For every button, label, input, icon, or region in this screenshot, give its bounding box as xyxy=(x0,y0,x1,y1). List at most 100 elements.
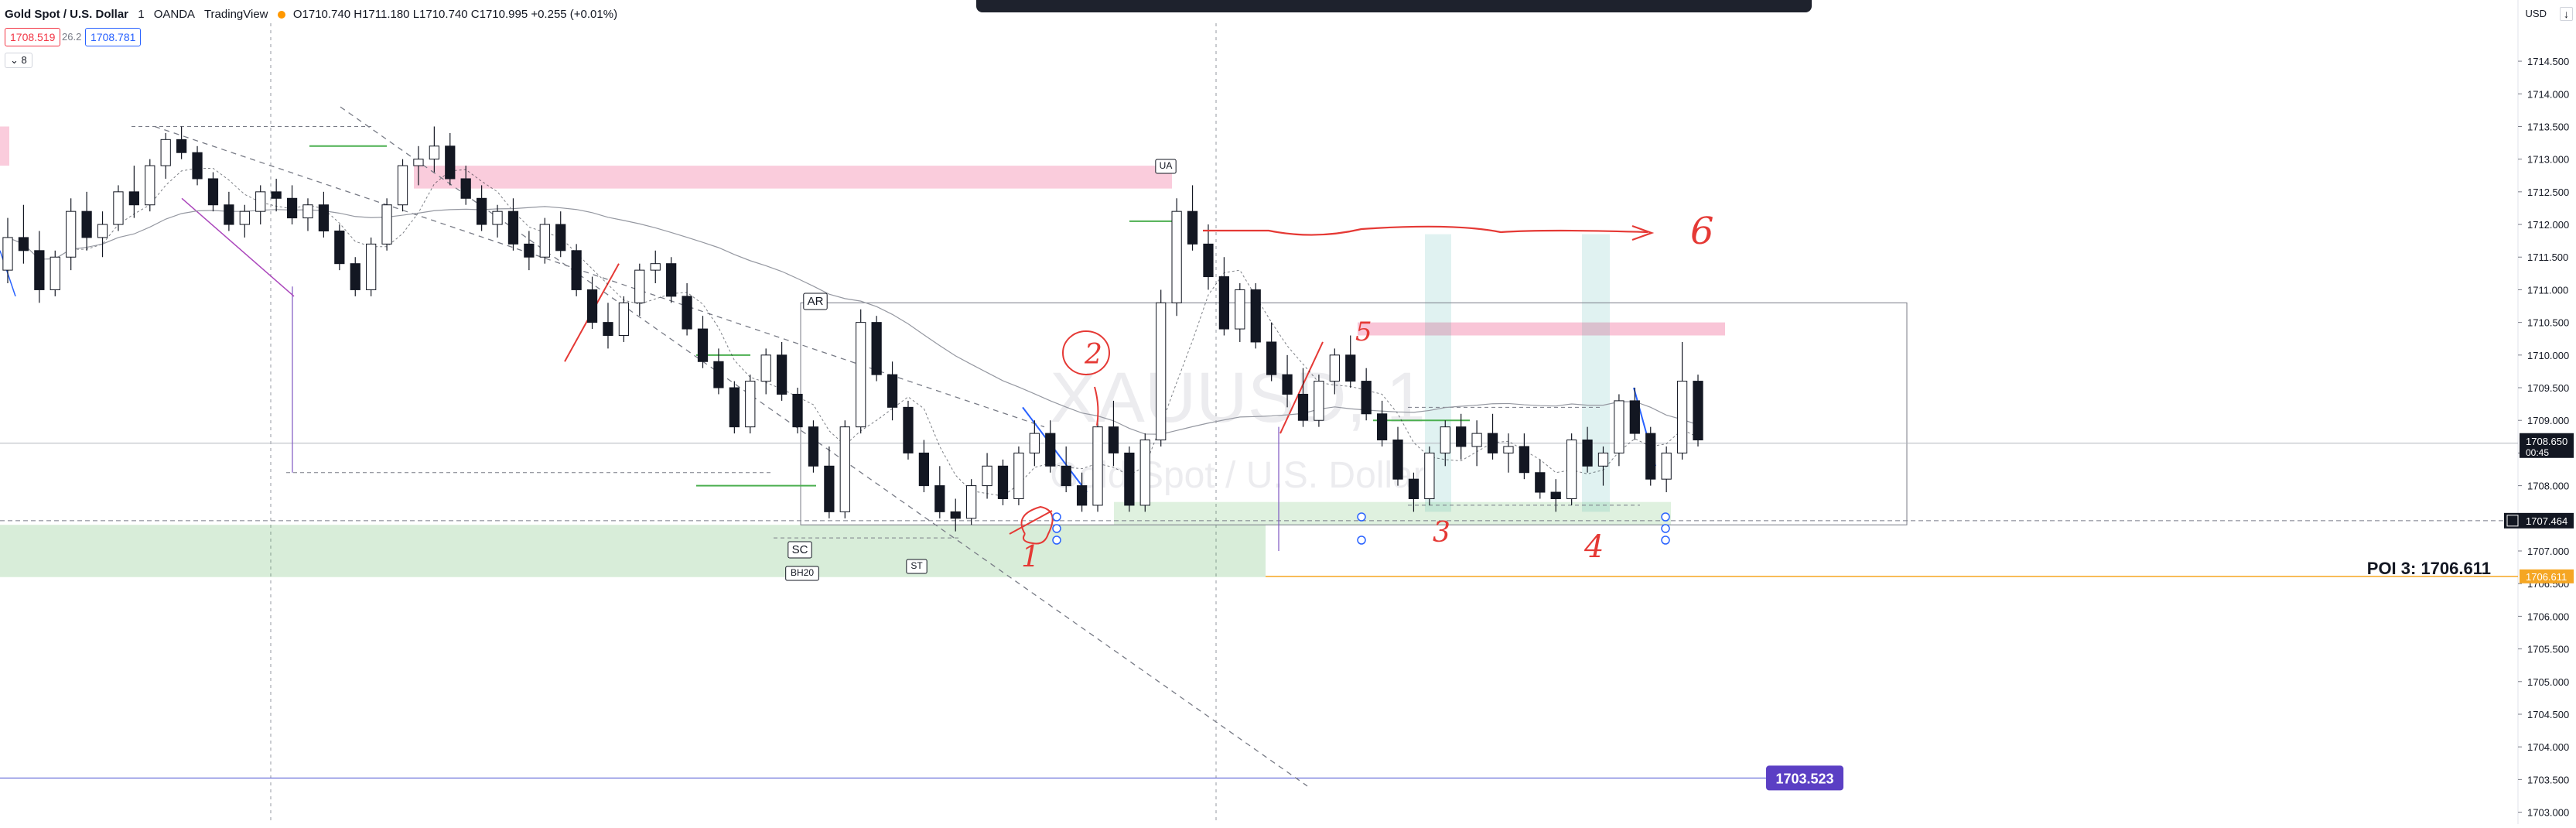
axis-tick-label: 1713.000 xyxy=(2527,154,2569,166)
trend-segment xyxy=(181,197,295,297)
candle-body xyxy=(539,224,550,258)
candle-body xyxy=(1519,446,1530,474)
candle-body xyxy=(1108,426,1119,453)
candle-body xyxy=(934,485,945,512)
candle-body xyxy=(1266,341,1277,375)
candle-body xyxy=(1456,426,1467,447)
candle-body xyxy=(429,145,439,160)
market-status-icon[interactable] xyxy=(277,11,285,19)
candle-body xyxy=(1661,452,1672,480)
wyckoff-label-box xyxy=(1155,159,1177,174)
candle-body xyxy=(113,191,124,225)
candle-body xyxy=(1235,289,1245,330)
candle-body xyxy=(97,224,108,238)
arrow-down-icon[interactable]: ↓ xyxy=(2560,7,2573,21)
candle-body xyxy=(1597,452,1609,467)
indicators-toggle[interactable]: ⌄ 8 xyxy=(5,53,32,68)
candle-body xyxy=(1535,472,1546,493)
candle-body xyxy=(350,263,360,290)
candle-body xyxy=(271,191,282,199)
candle-body xyxy=(1614,400,1625,453)
candle-body xyxy=(2,237,13,271)
currency-label[interactable]: USD xyxy=(2525,8,2547,19)
candle-body xyxy=(524,243,535,258)
candle-body xyxy=(586,289,598,323)
drawing-handle[interactable] xyxy=(1661,524,1670,533)
candle-body xyxy=(555,224,566,251)
candle-body xyxy=(1408,478,1420,499)
candle-body xyxy=(1250,289,1261,343)
level-badge xyxy=(1766,765,1843,791)
drawing-handle[interactable] xyxy=(1052,524,1061,533)
candle-body xyxy=(776,354,787,395)
drawing-handle[interactable] xyxy=(1357,535,1366,545)
candle-body xyxy=(603,322,613,337)
trend-segment xyxy=(1279,341,1324,434)
candle-body xyxy=(666,263,677,297)
axis-tick-label: 1711.000 xyxy=(2527,284,2568,296)
candle-body xyxy=(1029,433,1040,453)
candle-body xyxy=(713,361,724,388)
drawing-handle[interactable] xyxy=(1357,512,1366,522)
candle-body xyxy=(1013,452,1024,499)
candle-body xyxy=(682,296,692,330)
candle-body xyxy=(650,263,661,271)
axis-tick-label: 1707.000 xyxy=(2527,546,2569,557)
axis-tick-label: 1714.000 xyxy=(2527,88,2569,100)
axis-tick-label: 1712.000 xyxy=(2527,219,2569,231)
candle-body xyxy=(1139,440,1150,506)
interval-label[interactable]: 1 xyxy=(138,8,145,21)
legend-header: Gold Spot / U.S. Dollar 1 OANDA TradingV… xyxy=(5,8,624,21)
platform-label: TradingView xyxy=(203,8,268,21)
wyckoff-label-ua: UA xyxy=(1160,160,1173,171)
candle-body xyxy=(1376,413,1388,441)
handwritten-arrow xyxy=(1009,510,1053,535)
ohlc-values: O1710.740 H1711.180 L1710.740 C1710.995 … xyxy=(292,8,618,21)
candle-body xyxy=(950,511,961,519)
candle-body xyxy=(839,426,850,512)
candle-body xyxy=(1297,393,1309,421)
candle-body xyxy=(366,243,377,290)
axis-tick-label: 1711.500 xyxy=(2527,251,2568,263)
candle-body xyxy=(381,204,392,245)
candle-body xyxy=(982,465,992,487)
handwritten-number-4: 4 xyxy=(1584,529,1604,565)
sell-price-button[interactable]: 1708.519 xyxy=(5,28,61,46)
buy-price-button[interactable]: 1708.781 xyxy=(85,28,142,46)
price-axis: 1714.500 1714.000 1713.500 1713.000 1712.500… xyxy=(2504,56,2574,819)
handwritten-circle xyxy=(1062,330,1110,375)
drawing-handle[interactable] xyxy=(1661,535,1670,545)
candle-body xyxy=(50,256,60,290)
axis-tick-label: 1703.500 xyxy=(2527,774,2569,785)
drawing-handle[interactable] xyxy=(1052,512,1061,522)
candle-body xyxy=(887,374,898,408)
candle-body xyxy=(207,178,219,206)
handwritten-number-3: 3 xyxy=(1433,517,1450,549)
supply-zone xyxy=(1358,322,1725,336)
axis-tick-label: 1704.000 xyxy=(2527,741,2569,753)
handwritten-number-5: 5 xyxy=(1355,316,1372,347)
candle-body xyxy=(1392,440,1403,480)
drawing-handle[interactable] xyxy=(1661,512,1670,522)
axis-tick-label: 1705.000 xyxy=(2527,676,2569,688)
symbol-name[interactable]: Gold Spot / U.S. Dollar xyxy=(5,8,129,21)
candle-body xyxy=(302,204,313,219)
poi-price-tag xyxy=(2520,569,2574,583)
axis-tick-label: 1712.500 xyxy=(2527,186,2569,198)
drawing-toolbar[interactable] xyxy=(976,0,1812,12)
wyckoff-label-box xyxy=(785,566,819,581)
drawing-handle[interactable] xyxy=(1052,535,1061,545)
candle-body xyxy=(856,322,866,428)
candle-body xyxy=(871,322,882,375)
candle-body xyxy=(1076,485,1088,506)
spread-value: 26.2 xyxy=(62,31,82,43)
axis-tick-label: 1708.000 xyxy=(2527,481,2569,492)
candle-body xyxy=(1282,374,1293,395)
candle-body xyxy=(1582,440,1593,467)
candle-body xyxy=(413,159,424,166)
candle-body xyxy=(918,452,930,487)
candle-body xyxy=(176,139,187,153)
chevron-down-icon: ⌄ xyxy=(10,54,22,66)
